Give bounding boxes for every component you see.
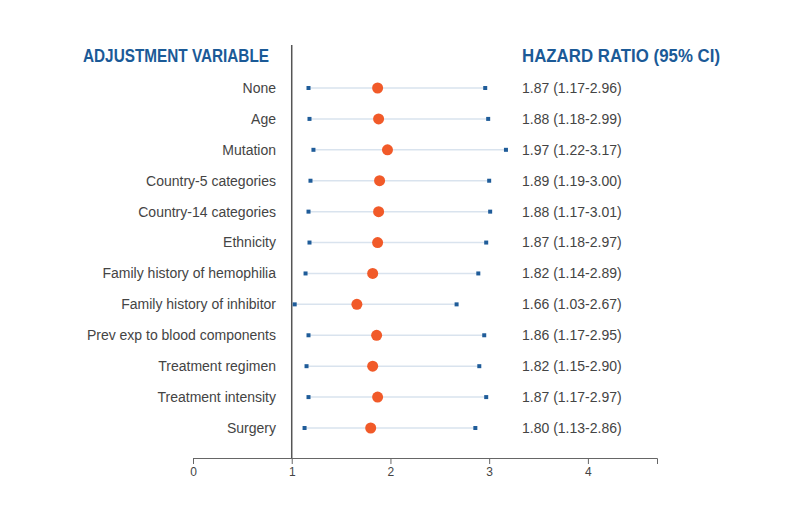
- ci-lower: [307, 210, 311, 214]
- point: [373, 206, 384, 217]
- data-label: 1.87 (1.17-2.97): [522, 389, 622, 405]
- data-label: 1.87 (1.18-2.97): [522, 234, 622, 250]
- category-label: Mutation: [222, 142, 276, 158]
- ci-upper: [455, 302, 459, 306]
- chart: ADJUSTMENT VARIABLE HAZARD RATIO (95% CI)…: [0, 0, 806, 520]
- ci-upper: [482, 333, 486, 337]
- ci-lower: [293, 302, 297, 306]
- ci-upper: [487, 179, 491, 183]
- ci-line: [309, 118, 488, 120]
- data-label: 1.87 (1.17-2.96): [522, 80, 622, 96]
- ci-lower: [307, 117, 311, 121]
- data-label: 1.86 (1.17-2.95): [522, 327, 622, 343]
- ci-line: [313, 149, 506, 151]
- ci-lower: [304, 271, 308, 275]
- ci-line: [309, 211, 491, 213]
- tick-mark: [292, 458, 293, 464]
- tick: 4: [585, 458, 592, 479]
- ci-upper: [477, 364, 481, 368]
- data-label: 1.80 (1.13-2.86): [522, 420, 622, 436]
- category-label: Surgery: [227, 420, 276, 436]
- category-label: Prev exp to blood components: [87, 327, 276, 343]
- ci-upper: [473, 426, 477, 430]
- ci-lower: [307, 395, 311, 399]
- category-label: Treatment intensity: [157, 389, 276, 405]
- ci-lower: [308, 179, 312, 183]
- tick: 1: [289, 458, 296, 479]
- point: [373, 113, 384, 124]
- data-label: 1.88 (1.18-2.99): [522, 111, 622, 127]
- data-label: 1.66 (1.03-2.67): [522, 296, 622, 312]
- point: [367, 361, 378, 372]
- ci-line: [309, 87, 486, 89]
- tick-label: 4: [585, 465, 592, 479]
- point: [351, 299, 362, 310]
- category-label: Age: [251, 111, 276, 127]
- tick: 3: [486, 458, 493, 479]
- ci-upper: [483, 86, 487, 90]
- ci-line: [295, 304, 457, 306]
- data-label: 1.82 (1.14-2.89): [522, 265, 622, 281]
- ci-line: [309, 242, 486, 244]
- category-label: Country-5 categories: [146, 173, 276, 189]
- tick-mark: [588, 458, 589, 464]
- point: [372, 392, 383, 403]
- point: [372, 237, 383, 248]
- ci-lower: [307, 241, 311, 245]
- category-label: Family history of inhibitor: [121, 296, 276, 312]
- ci-line: [305, 427, 476, 429]
- ci-upper: [484, 241, 488, 245]
- category-label: Family history of hemophilia: [102, 265, 276, 281]
- data-label: 1.88 (1.17-3.01): [522, 204, 622, 220]
- tick: 0: [190, 458, 197, 479]
- data-label: 1.89 (1.19-3.00): [522, 173, 622, 189]
- ci-line: [309, 396, 487, 398]
- point: [372, 83, 383, 94]
- ci-upper: [488, 210, 492, 214]
- ci-upper: [484, 395, 488, 399]
- category-label: None: [243, 80, 277, 96]
- ci-upper: [504, 148, 508, 152]
- ci-lower: [307, 86, 311, 90]
- tick-label: 3: [486, 465, 493, 479]
- ci-upper: [486, 117, 490, 121]
- tick-label: 2: [388, 465, 395, 479]
- ci-line: [309, 335, 485, 337]
- ci-lower: [307, 333, 311, 337]
- ci-line: [310, 180, 489, 182]
- tick-mark: [489, 458, 490, 464]
- ci-lower: [303, 426, 307, 430]
- ci-upper: [476, 271, 480, 275]
- reference-line: [291, 45, 293, 458]
- ci-lower: [305, 364, 309, 368]
- category-label: Treatment regimen: [158, 358, 276, 374]
- tick-label: 0: [190, 465, 197, 479]
- column-header: HAZARD RATIO (95% CI): [522, 45, 720, 66]
- column-header: ADJUSTMENT VARIABLE: [83, 45, 269, 66]
- ci-lower: [311, 148, 315, 152]
- data-labels: 1.87 (1.17-2.96) 1.88 (1.18-2.99) 1.97 (1.…: [522, 80, 622, 436]
- point: [382, 144, 393, 155]
- category-label: Ethnicity: [223, 234, 276, 250]
- tick-label: 1: [289, 465, 296, 479]
- category-labels: None Age Mutation Country-5 categories Count…: [87, 80, 276, 436]
- category-label: Country-14 categories: [138, 204, 276, 220]
- ci-line: [306, 273, 479, 275]
- marks: [293, 83, 508, 434]
- ci-line: [307, 365, 480, 367]
- x-axis: 0 1 2 3 4: [190, 458, 657, 479]
- point: [374, 175, 385, 186]
- data-label: 1.82 (1.15-2.90): [522, 358, 622, 374]
- tick: 2: [388, 458, 395, 479]
- point: [367, 268, 378, 279]
- point: [365, 423, 376, 434]
- point: [371, 330, 382, 341]
- tick-mark: [390, 458, 391, 464]
- tick-mark: [193, 458, 194, 464]
- axis-line: [194, 459, 658, 465]
- data-label: 1.97 (1.22-3.17): [522, 142, 622, 158]
